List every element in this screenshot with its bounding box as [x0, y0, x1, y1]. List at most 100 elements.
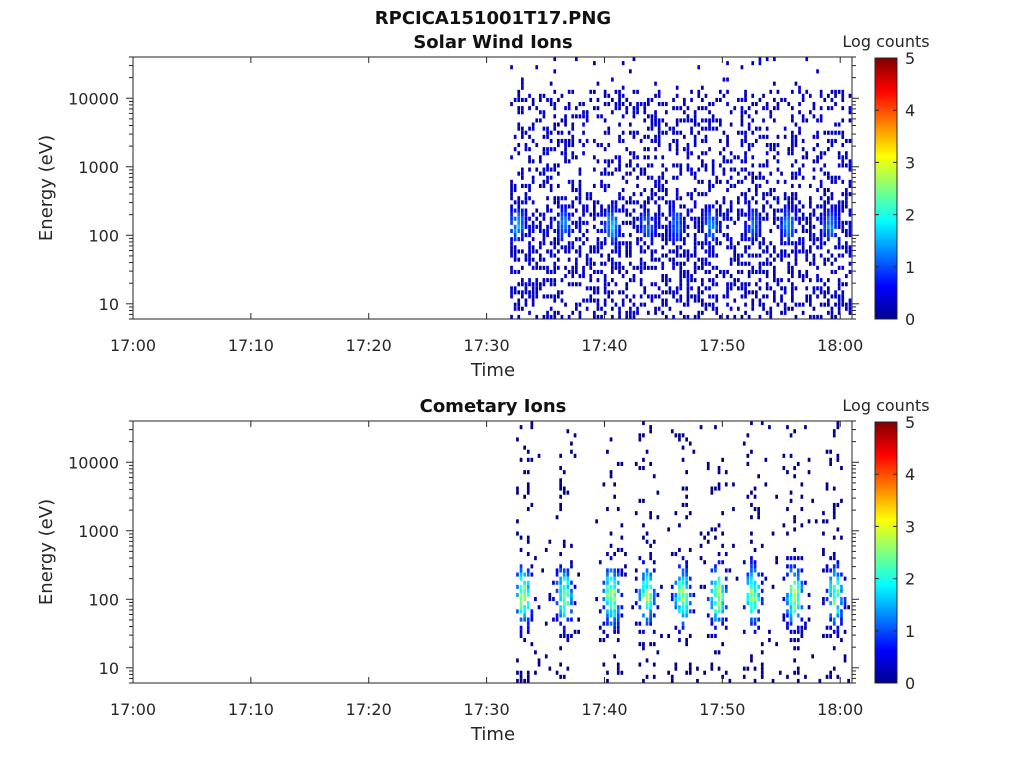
spectrogram-cell — [571, 122, 575, 127]
spectrogram-cell — [807, 470, 811, 475]
spectrogram-cell — [800, 584, 804, 589]
spectrogram-cell — [618, 241, 621, 246]
spectrogram-cell — [607, 224, 611, 229]
spectrogram-cell — [589, 298, 593, 303]
spectrogram-cell — [780, 97, 783, 102]
spectrogram-cell — [751, 163, 755, 168]
spectrogram-cell — [755, 253, 758, 258]
spectrogram-cell — [603, 241, 607, 246]
colorbar-tick-label: 3 — [905, 517, 915, 536]
spectrogram-cell — [632, 192, 636, 197]
spectrogram-cell — [841, 89, 845, 94]
spectrogram-cell — [603, 208, 607, 213]
spectrogram-cell — [794, 204, 798, 209]
colorbar-tick-label: 2 — [905, 570, 915, 589]
spectrogram-cell — [513, 245, 517, 250]
spectrogram-cell — [715, 118, 719, 123]
spectrogram-cell — [603, 237, 607, 242]
spectrogram-cell — [830, 310, 834, 315]
spectrogram-cell — [643, 224, 647, 229]
spectrogram-cell — [793, 515, 796, 520]
spectrogram-cell — [786, 601, 789, 606]
spectrogram-cell — [643, 106, 647, 111]
spectrogram-cell — [629, 314, 632, 319]
spectrogram-cell — [819, 286, 823, 291]
spectrogram-cell — [721, 531, 724, 536]
spectrogram-cell — [526, 621, 530, 626]
spectrogram-cell — [704, 138, 708, 143]
spectrogram-cell — [762, 192, 765, 197]
spectrogram-cell — [652, 629, 656, 634]
spectrogram-cell — [722, 200, 726, 205]
spectrogram-cell — [840, 588, 843, 593]
spectrogram-cell — [789, 597, 793, 602]
y-tick-label: 1000 — [78, 522, 119, 541]
spectrogram-cell — [609, 531, 613, 536]
spectrogram-cell — [740, 237, 744, 242]
spectrogram-cell — [755, 290, 758, 295]
spectrogram-cell — [747, 290, 751, 295]
spectrogram-cell — [625, 245, 629, 250]
spectrogram-cell — [744, 89, 747, 94]
spectrogram-cell — [562, 633, 566, 638]
spectrogram-cell — [606, 584, 609, 589]
spectrogram-cell — [618, 261, 621, 266]
spectrogram-cell — [697, 130, 701, 135]
spectrogram-cell — [535, 286, 539, 291]
spectrogram-cell — [517, 204, 521, 209]
spectrogram-cell — [589, 257, 593, 262]
spectrogram-cell — [710, 617, 714, 622]
spectrogram-cell — [699, 556, 703, 561]
spectrogram-cell — [708, 261, 711, 266]
spectrogram-cell — [681, 625, 685, 630]
spectrogram-cell — [791, 192, 794, 197]
spectrogram-cell — [819, 278, 823, 283]
spectrogram-cell — [699, 425, 703, 430]
spectrogram-cell — [819, 155, 823, 160]
spectrogram-cell — [638, 588, 642, 593]
spectrogram-cell — [704, 286, 708, 291]
spectrogram-cell — [621, 208, 625, 213]
spectrogram-cell — [841, 302, 845, 307]
spectrogram-cell — [557, 233, 560, 238]
spectrogram-cell — [578, 216, 582, 221]
spectrogram-cell — [685, 605, 688, 610]
spectrogram-cell — [649, 584, 652, 589]
spectrogram-cell — [819, 114, 823, 119]
spectrogram-cell — [596, 159, 600, 164]
spectrogram-cell — [647, 175, 650, 180]
spectrogram-cell — [531, 237, 535, 242]
spectrogram-cell — [753, 580, 757, 585]
spectrogram-cell — [791, 106, 794, 111]
spectrogram-cell — [830, 233, 834, 238]
spectrogram-cell — [611, 241, 614, 246]
spectrogram-cell — [578, 245, 582, 250]
spectrogram-cell — [675, 122, 679, 127]
spectrogram-cell — [841, 220, 845, 225]
spectrogram-cell — [510, 183, 513, 188]
spectrogram-cell — [559, 576, 562, 581]
spectrogram-cell — [517, 171, 521, 176]
spectrogram-cell — [819, 314, 823, 319]
spectrogram-cell — [613, 621, 616, 626]
spectrogram-cell — [636, 102, 639, 107]
spectrogram-cell — [621, 138, 625, 143]
spectrogram-cell — [830, 294, 834, 299]
spectrogram-cell — [521, 130, 524, 135]
spectrogram-cell — [793, 466, 796, 471]
spectrogram-cell — [747, 106, 751, 111]
spectrogram-cell — [528, 290, 531, 295]
spectrogram-cell — [521, 265, 524, 270]
spectrogram-cell — [848, 106, 852, 111]
spectrogram-cell — [618, 134, 621, 139]
spectrogram-cell — [845, 163, 848, 168]
spectrogram-cell — [715, 97, 719, 102]
spectrogram-cell — [672, 233, 675, 238]
spectrogram-cell — [553, 265, 557, 270]
spectrogram-cell — [668, 228, 672, 233]
spectrogram-cell — [686, 298, 690, 303]
spectrogram-cell — [593, 261, 596, 266]
spectrogram-cell — [665, 224, 668, 229]
spectrogram-cell — [845, 282, 848, 287]
spectrogram-cell — [542, 147, 546, 152]
